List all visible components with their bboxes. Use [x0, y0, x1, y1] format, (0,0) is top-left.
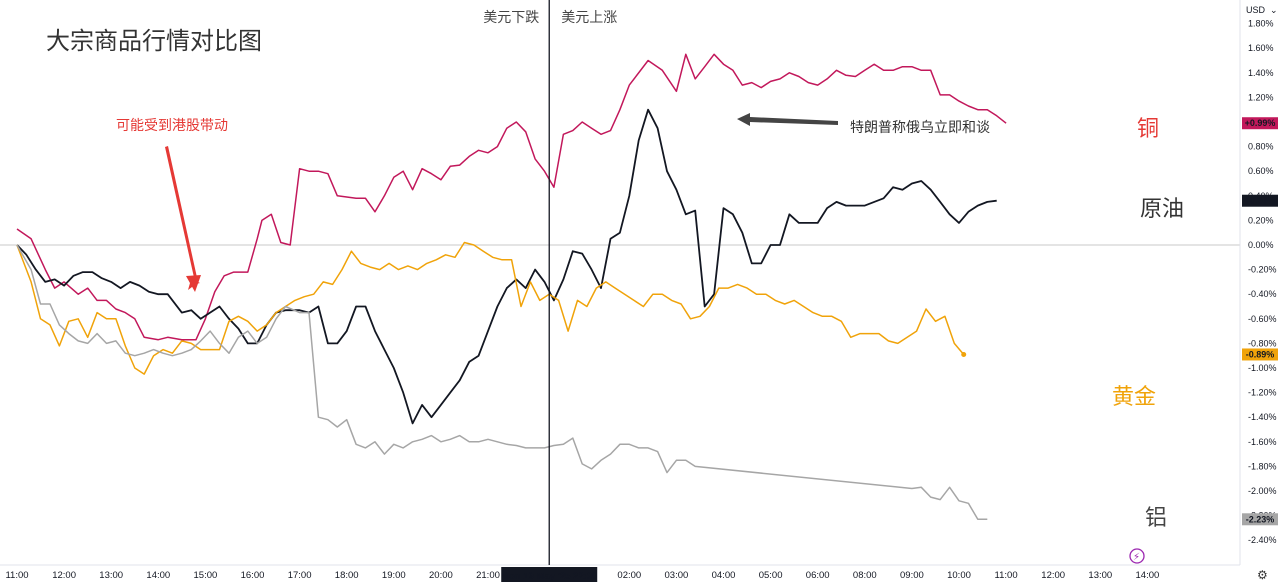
- x-tick-label: 12:00: [1041, 570, 1065, 581]
- series-end-dot: [961, 351, 967, 357]
- series-line: [16, 108, 997, 425]
- plot-area: [0, 0, 1240, 565]
- x-tick-label: 13:00: [99, 570, 123, 581]
- series-line: [16, 244, 988, 521]
- last-value-badge: [1242, 117, 1278, 130]
- y-tick-label: 1.80%: [1248, 19, 1274, 29]
- red-arrow: [165, 146, 200, 290]
- x-tick-label: 12:00: [52, 570, 76, 581]
- gear-icon[interactable]: ⚙: [1257, 568, 1268, 582]
- y-tick-label: 0.60%: [1248, 166, 1274, 176]
- black-arrow: [737, 113, 838, 126]
- x-tick-label: 14:00: [1136, 570, 1160, 581]
- crosshair-time-label: Mon 19 May '25 22:30: [501, 571, 597, 582]
- last-value-badge: [1242, 513, 1278, 526]
- x-tick-label: 17:00: [288, 570, 312, 581]
- y-tick-label: -2.00%: [1248, 486, 1277, 496]
- last-value-text: -2.23%: [1246, 514, 1275, 524]
- last-value-badge: [1242, 194, 1278, 207]
- y-tick-label: 1.40%: [1248, 68, 1274, 78]
- lightning-icon[interactable]: [1129, 548, 1145, 564]
- x-axis-ticks: 11:00 12:00 13:00 14:00 15:00 16:00 17:00 18:00…: [5, 570, 1159, 581]
- y-tick-label: -0.60%: [1248, 314, 1277, 324]
- y-tick-label: 1.60%: [1248, 43, 1274, 53]
- crosshair-time-box: [501, 567, 598, 582]
- last-value-text: +0.36%: [1245, 196, 1276, 206]
- y-tick-label: 1.20%: [1248, 92, 1274, 102]
- y-tick-label: -1.40%: [1248, 412, 1277, 422]
- y-tick-label: -1.00%: [1248, 363, 1277, 373]
- x-tick-label: 21:00: [476, 570, 500, 581]
- series-line: [16, 53, 1007, 341]
- y-axis-ticks: 1.80%1.60%1.40%1.20%1.00%0.80%0.60%0.40%…: [1248, 19, 1277, 546]
- series-label-gold: 黄金: [1112, 385, 1156, 410]
- y-tick-label: -1.80%: [1248, 461, 1277, 471]
- x-tick-label: 02:00: [617, 570, 641, 581]
- x-tick-label: 18:00: [335, 570, 359, 581]
- x-tick-label: 09:00: [900, 570, 924, 581]
- x-tick-label: 13:00: [1088, 570, 1112, 581]
- x-tick-label: 04:00: [712, 570, 736, 581]
- series-label-crude: 原油: [1140, 197, 1184, 222]
- x-tick-label: 10:00: [947, 570, 971, 581]
- region-label-left: 美元下跌: [483, 10, 539, 26]
- series-line: [16, 241, 965, 375]
- chevron-down-icon[interactable]: ⌄: [1270, 5, 1278, 15]
- last-value-text: -0.89%: [1246, 349, 1275, 359]
- red-arrow-head: [186, 275, 201, 292]
- y-tick-label: -0.80%: [1248, 338, 1277, 348]
- lightning-glyph: ⚡: [1133, 552, 1140, 563]
- last-value-badge: [1242, 348, 1278, 361]
- y-tick-label: -1.20%: [1248, 388, 1277, 398]
- x-tick-label: 11:00: [5, 570, 28, 581]
- last-value-text: +0.99%: [1245, 118, 1276, 128]
- chart-title: 大宗商品行情对比图: [46, 27, 262, 55]
- series-label-copper: 铜: [1137, 117, 1159, 142]
- y-tick-label: 0.20%: [1248, 215, 1274, 225]
- x-tick-label: 14:00: [146, 570, 170, 581]
- x-tick-label: 06:00: [806, 570, 830, 581]
- x-tick-label: 08:00: [853, 570, 877, 581]
- y-tick-label: -0.20%: [1248, 265, 1277, 275]
- y-tick-label: -1.60%: [1248, 437, 1277, 447]
- currency-label: USD: [1246, 5, 1266, 15]
- series-group: [16, 53, 1007, 521]
- series-label-aluminum: 铝: [1145, 506, 1167, 531]
- x-tick-label: 15:00: [194, 570, 218, 581]
- y-tick-label: 0.00%: [1248, 240, 1274, 250]
- x-tick-label: 11:00: [995, 570, 1018, 581]
- y-tick-label: 0.80%: [1248, 142, 1274, 152]
- last-value-badges: +0.99% +0.36% -0.89% -2.23%: [1242, 117, 1278, 526]
- x-tick-label: 19:00: [382, 570, 406, 581]
- x-tick-label: 20:00: [429, 570, 453, 581]
- x-tick-label: 05:00: [759, 570, 783, 581]
- annotation-hk-stocks: 可能受到港股带动: [116, 118, 228, 134]
- x-tick-label: 16:00: [241, 570, 265, 581]
- y-tick-label: -0.40%: [1248, 289, 1277, 299]
- region-label-right: 美元上涨: [561, 10, 617, 26]
- x-tick-label: 03:00: [665, 570, 689, 581]
- y-tick-label: -2.40%: [1248, 535, 1277, 545]
- annotation-trump: 特朗普称俄乌立即和谈: [850, 120, 990, 136]
